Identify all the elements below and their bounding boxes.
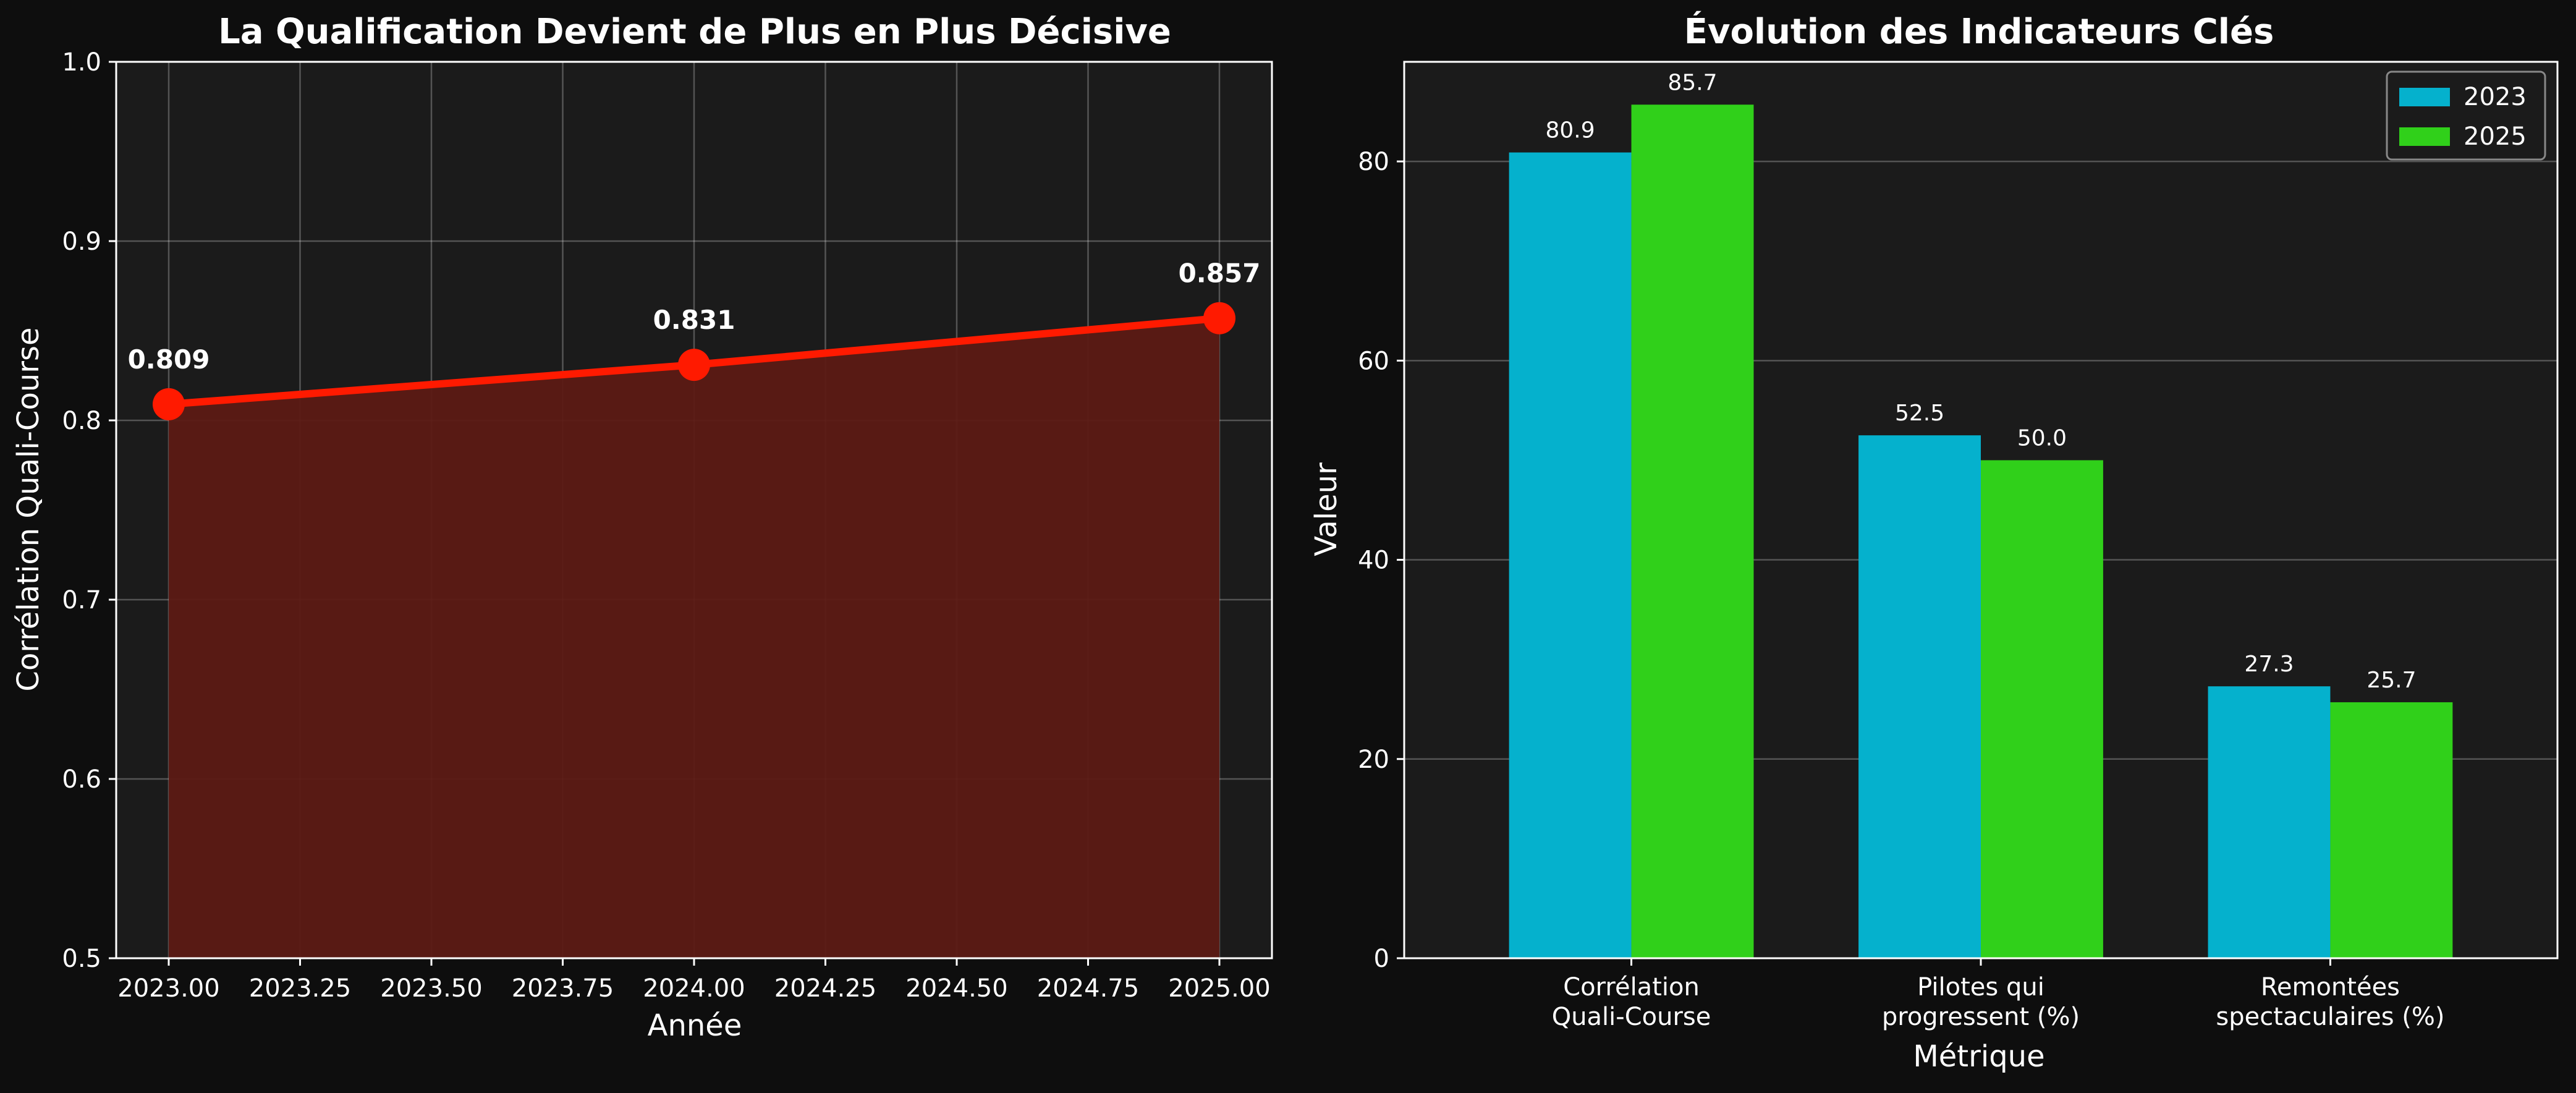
left-chart: La Qualification Devient de Plus en Plus… xyxy=(11,12,1273,1043)
left-data-point xyxy=(1203,302,1235,334)
left-y-tick-label: 1.0 xyxy=(62,48,101,77)
left-x-tick-label: 2023.75 xyxy=(512,974,614,1003)
legend-swatch-2023 xyxy=(2399,88,2450,106)
left-point-label: 0.831 xyxy=(653,305,735,335)
right-x-tick-label: Corrélation xyxy=(1563,973,1700,1002)
left-x-tick-label: 2023.25 xyxy=(249,974,351,1003)
right-chart-title: Évolution des Indicateurs Clés xyxy=(1684,11,2274,52)
right-chart-xlabel: Métrique xyxy=(1913,1039,2044,1074)
bar-value-label: 80.9 xyxy=(1546,118,1595,143)
right-x-tick-label: Remontées xyxy=(2261,973,2400,1002)
right-x-tick-label: spectaculaires (%) xyxy=(2216,1003,2444,1031)
bar-2023 xyxy=(2208,686,2331,958)
legend: 2023 2025 xyxy=(2386,70,2546,161)
right-x-tick-label: progressent (%) xyxy=(1882,1003,2080,1031)
bar-value-label: 52.5 xyxy=(1895,401,1944,426)
bar-value-label: 85.7 xyxy=(1667,70,1717,95)
right-chart-ylabel: Valeur xyxy=(1309,462,1344,556)
left-y-tick-label: 0.7 xyxy=(62,586,101,615)
bar-value-label: 27.3 xyxy=(2244,652,2294,677)
left-axes-frame xyxy=(115,61,1273,959)
left-x-tick-label: 2024.50 xyxy=(905,974,1007,1003)
right-x-tick-label: Quali-Course xyxy=(1552,1003,1711,1031)
left-x-tick-label: 2024.00 xyxy=(643,974,745,1003)
legend-label: 2025 xyxy=(2464,122,2527,151)
bar-2023 xyxy=(1858,435,1981,958)
right-axes-frame xyxy=(1403,61,2559,959)
left-chart-title: La Qualification Devient de Plus en Plus… xyxy=(218,12,1171,52)
left-x-tick-label: 2023.00 xyxy=(117,974,219,1003)
left-x-tick-label: 2024.75 xyxy=(1037,974,1139,1003)
left-chart-ylabel: Corrélation Quali-Course xyxy=(11,327,46,691)
right-y-tick-label: 20 xyxy=(1358,746,1389,774)
right-y-tick-label: 80 xyxy=(1358,148,1389,176)
left-data-point xyxy=(153,388,185,420)
right-y-tick-label: 0 xyxy=(1374,945,1389,973)
left-area-fill xyxy=(169,318,1219,959)
right-chart: Évolution des Indicateurs Clés Métrique … xyxy=(1309,11,2559,1074)
left-y-tick-label: 0.8 xyxy=(62,407,101,435)
left-y-tick-label: 0.6 xyxy=(62,765,101,794)
left-point-label: 0.857 xyxy=(1179,258,1261,289)
left-data-point xyxy=(678,349,710,381)
right-x-tick-label: Pilotes qui xyxy=(1917,973,2044,1002)
left-x-tick-label: 2025.00 xyxy=(1168,974,1270,1003)
bar-2025 xyxy=(1631,104,1754,958)
left-chart-xlabel: Année xyxy=(648,1008,742,1043)
bar-value-label: 25.7 xyxy=(2366,668,2416,693)
right-y-tick-label: 60 xyxy=(1358,347,1389,375)
legend-label: 2023 xyxy=(2464,83,2527,111)
bar-value-label: 50.0 xyxy=(2017,425,2067,451)
left-x-tick-label: 2024.25 xyxy=(774,974,876,1003)
bar-2025 xyxy=(1981,460,2103,958)
right-y-tick-label: 40 xyxy=(1358,546,1389,575)
left-y-tick-label: 0.5 xyxy=(62,945,101,973)
left-point-label: 0.809 xyxy=(128,344,210,375)
left-y-tick-label: 0.9 xyxy=(62,228,101,256)
bar-2025 xyxy=(2330,702,2453,958)
bar-2023 xyxy=(1509,152,1632,959)
left-x-tick-label: 2023.50 xyxy=(380,974,482,1003)
legend-swatch-2025 xyxy=(2399,127,2450,146)
